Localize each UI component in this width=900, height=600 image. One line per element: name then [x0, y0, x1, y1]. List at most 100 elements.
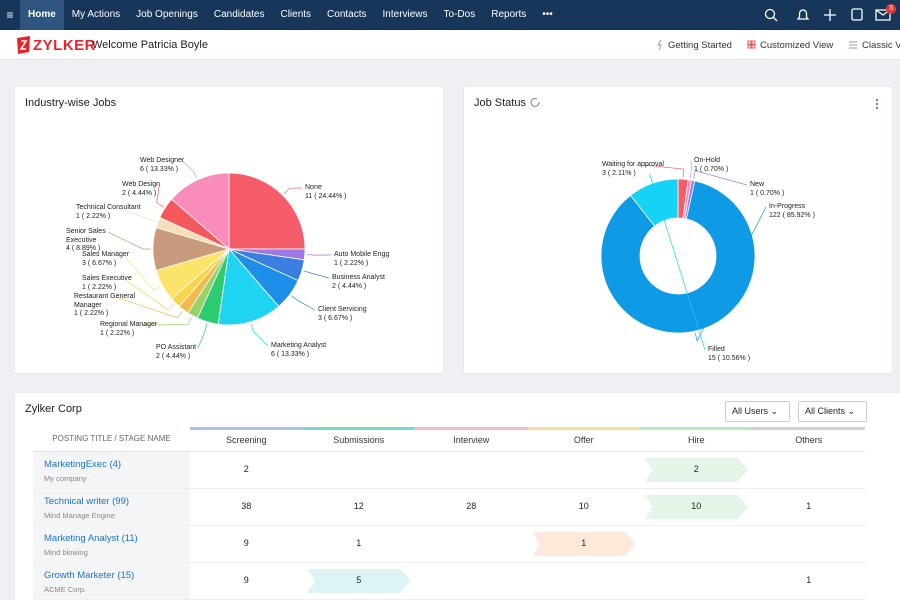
- nav-item[interactable]: My Actions: [71, 9, 121, 20]
- stage-count[interactable]: 1: [581, 538, 587, 548]
- users-filter[interactable]: All Users ⌄: [725, 401, 790, 422]
- row-rule: [33, 488, 865, 489]
- nav-item[interactable]: Home: [20, 0, 64, 30]
- stage-count[interactable]: 12: [353, 501, 364, 511]
- label-name: New: [750, 181, 765, 188]
- stage-header: Offer: [527, 427, 640, 451]
- label-name: Sales Manager: [82, 251, 130, 258]
- stage-cell: 10: [640, 488, 753, 525]
- top-nav: ≡ Home My Actions Job Openings Candidates Cl…: [0, 0, 900, 30]
- label-name: Filled: [708, 346, 725, 353]
- logo-mark: [17, 36, 30, 54]
- nav-item[interactable]: •••: [542, 9, 553, 20]
- stage-highlight: [532, 532, 636, 556]
- slice-label: New 1 ( 0.70% ): [750, 181, 784, 198]
- slice-label: Auto Mobile Engg 1 ( 2.22% ): [334, 251, 389, 268]
- posting-count[interactable]: (11): [121, 533, 138, 544]
- slice-label: Restaurant General Manager 1 ( 2.22% ): [74, 293, 136, 319]
- label-value: 1 ( 2.22% ): [82, 283, 117, 291]
- slice-label: Filled 15 ( 10.56% ): [708, 346, 750, 363]
- stage-count[interactable]: 1: [806, 501, 812, 511]
- slice-label: PO Assistant 2 ( 4.44% ): [156, 344, 196, 361]
- label-name: Sales Executive: [82, 275, 132, 282]
- slice-label: Senior Sales Executive 4 ( 8.89% ): [66, 228, 128, 254]
- filter-label: All Clients: [805, 406, 846, 416]
- stage-count[interactable]: 38: [241, 501, 252, 511]
- nav-item[interactable]: Clients: [280, 9, 312, 20]
- nav-item[interactable]: Interviews: [382, 9, 428, 20]
- leader-line: [303, 270, 330, 279]
- customized-view-link[interactable]: Customized View: [760, 40, 834, 51]
- label-value: 2 ( 4.44% ): [122, 189, 157, 197]
- stage-count[interactable]: 1: [356, 538, 362, 548]
- label-name: Senior Sales Executive: [66, 228, 106, 244]
- getting-started-link[interactable]: Getting Started: [668, 40, 732, 51]
- leader-line: [693, 170, 748, 186]
- label-name: PO Assistant: [156, 344, 197, 351]
- slice-label: Regional Manager 1 ( 2.22% ): [100, 321, 157, 338]
- stage-count[interactable]: 10: [691, 501, 702, 511]
- leader-line: [291, 295, 316, 311]
- classic-view-link[interactable]: Classic View: [862, 40, 900, 51]
- calendar-icon[interactable]: [851, 8, 863, 21]
- card-title: Job Status: [474, 97, 526, 109]
- label-name: Regional Manager: [100, 321, 158, 328]
- search-icon[interactable]: [764, 8, 776, 20]
- header-icons: [657, 39, 857, 51]
- leader-line: [283, 187, 303, 195]
- stage-count[interactable]: 5: [356, 575, 362, 585]
- posting-title[interactable]: Marketing Analyst (11): [44, 533, 138, 544]
- filter-label: All Users: [732, 406, 769, 416]
- posting-name[interactable]: Technical writer: [44, 496, 110, 507]
- label-name: Web Design: [122, 181, 161, 188]
- label-name: Client Servicing: [318, 306, 367, 313]
- label-value: 6 ( 13.33% ): [271, 350, 310, 358]
- stage-count[interactable]: 1: [806, 575, 812, 585]
- label-value: 2 ( 4.44% ): [332, 282, 367, 290]
- label-value: 11 ( 24.44% ): [305, 192, 347, 200]
- stage-count[interactable]: 28: [466, 501, 477, 511]
- posting-title[interactable]: Technical writer (99): [44, 496, 129, 507]
- refresh-icon[interactable]: [530, 98, 540, 107]
- label-name: Auto Mobile Engg: [334, 251, 390, 258]
- donut-chart: [530, 98, 878, 351]
- posting-title[interactable]: Growth Marketer (15): [44, 570, 134, 581]
- posting-company: Mind blowing: [44, 548, 88, 557]
- stage-count[interactable]: 10: [578, 501, 589, 511]
- posting-company: Mind Manage Engine: [44, 511, 115, 520]
- stage-count[interactable]: 9: [243, 538, 249, 548]
- slice: [170, 172, 230, 250]
- posting-name[interactable]: Marketing Analyst: [44, 533, 119, 544]
- posting-count[interactable]: (4): [109, 459, 122, 470]
- slice: [630, 178, 679, 227]
- nav-item[interactable]: Candidates: [213, 9, 265, 20]
- stage-count[interactable]: 2: [243, 464, 249, 474]
- stage-header: Submissions: [302, 427, 415, 451]
- menu-icon[interactable]: ≡: [6, 8, 14, 22]
- posting-title[interactable]: MarketingExec (4): [44, 459, 121, 470]
- clients-filter[interactable]: All Clients ⌄: [798, 401, 867, 422]
- slice-label: Client Servicing 3 ( 6.67% ): [318, 306, 367, 323]
- stage-count[interactable]: 9: [243, 575, 249, 585]
- nav-item[interactable]: To-Dos: [443, 9, 476, 20]
- posting-name[interactable]: Growth Marketer: [44, 570, 115, 581]
- posting-count[interactable]: (15): [117, 570, 135, 581]
- stage-highlight: [645, 495, 748, 519]
- stage-cell: 38: [190, 488, 303, 525]
- leader-line: [649, 173, 706, 351]
- page-header: ZYLKER Welcome Patricia Boyle Getting St…: [0, 30, 900, 60]
- more-icon[interactable]: [876, 99, 878, 109]
- nav-item[interactable]: Reports: [491, 9, 527, 20]
- label-name: Waiting for approval: [602, 161, 664, 168]
- leader-line: [117, 207, 157, 223]
- bell-icon[interactable]: [796, 9, 810, 20]
- nav-item[interactable]: Job Openings: [136, 9, 198, 20]
- pie-chart: [107, 160, 332, 349]
- posting-name[interactable]: MarketingExec: [44, 459, 107, 470]
- stage-count[interactable]: 2: [693, 464, 699, 474]
- nav-item[interactable]: Contacts: [327, 9, 367, 20]
- plus-icon[interactable]: [824, 9, 836, 21]
- stage-cell: 9: [190, 525, 303, 562]
- posting-count[interactable]: (99): [112, 496, 130, 507]
